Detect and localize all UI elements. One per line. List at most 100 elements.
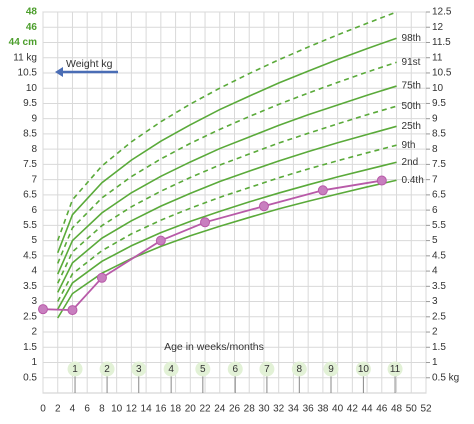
- series-label: 91st: [402, 57, 421, 68]
- y-tick-label: 9: [31, 113, 37, 124]
- y2-tick-label: 5.5: [432, 220, 446, 231]
- grid: [42, 11, 427, 393]
- y-tick-label: 1: [31, 357, 37, 368]
- month-marker: [227, 361, 243, 377]
- y-tick-label: 7: [31, 174, 37, 185]
- data-point: [96, 272, 107, 283]
- y2-tick-label: 3: [432, 296, 438, 307]
- month-marker: [99, 361, 115, 377]
- x-tick-label: 24: [214, 404, 226, 415]
- month-marker: [387, 361, 403, 377]
- y-tick-label: 2: [31, 327, 37, 338]
- y2-tick-label: 1.5: [432, 342, 446, 353]
- y-tick-label: 6.5: [23, 190, 37, 201]
- y-tick-label: 44 cm: [9, 37, 37, 48]
- y2-tick-label: 0.5 kg: [432, 372, 459, 383]
- y2-tick-label: 12.5: [432, 7, 452, 18]
- y2-tick-label: 11: [432, 52, 443, 63]
- y-tick-label: 5: [31, 235, 37, 246]
- month-label: 4: [168, 364, 174, 375]
- x-tick-label: 18: [170, 404, 182, 415]
- x-tick-label: 12: [126, 404, 138, 415]
- y2-tick-label: 4: [432, 266, 438, 277]
- y2-tick-label: 4.5: [432, 250, 446, 261]
- month-marker: [195, 361, 211, 377]
- month-label: 11: [390, 364, 401, 375]
- x-tick-label: 30: [258, 404, 270, 415]
- x-tick-label: 42: [347, 404, 359, 415]
- series-label: 0.4th: [402, 175, 424, 186]
- month-label: 5: [200, 364, 206, 375]
- y2-tick-label: 7: [432, 174, 438, 185]
- data-point: [258, 201, 269, 212]
- y-tick-label: 6: [31, 205, 37, 216]
- month-marker: [67, 361, 83, 377]
- x-tick-label: 46: [376, 404, 388, 415]
- y-tick-label: 48: [26, 7, 38, 18]
- y-tick-label: 10.5: [18, 68, 38, 79]
- y-tick-label: 7.5: [23, 159, 37, 170]
- x-tick-label: 50: [406, 404, 418, 415]
- data-point: [67, 305, 78, 316]
- y2-tick-label: 8.5: [432, 129, 446, 140]
- y-tick-label: 0.5: [23, 372, 37, 383]
- x-tick-label: 16: [155, 404, 167, 415]
- y-tick-label: 9.5: [23, 98, 37, 109]
- x-tick-label: 26: [229, 404, 241, 415]
- series-label: 2nd: [402, 157, 419, 168]
- x-tick-label: 44: [362, 404, 374, 415]
- month-label: 8: [297, 364, 303, 375]
- y-tick-label: 8: [31, 144, 37, 155]
- series-label: 75th: [402, 81, 421, 92]
- x-tick-label: 48: [391, 404, 403, 415]
- x-tick-label: 34: [288, 404, 300, 415]
- month-label: 7: [264, 364, 270, 375]
- x-tick-label: 4: [70, 404, 76, 415]
- x-tick-label: 38: [317, 404, 329, 415]
- x-axis-label: Age in weeks/months: [164, 341, 264, 353]
- data-point: [376, 175, 387, 186]
- x-tick-label: 28: [244, 404, 256, 415]
- month-marker: [291, 361, 307, 377]
- y-tick-label: 4: [31, 266, 37, 277]
- series-line: [42, 179, 382, 312]
- series-line: [57, 125, 397, 293]
- series-label: 50th: [402, 101, 421, 112]
- y-tick-label: 11 kg: [13, 52, 37, 63]
- x-tick-label: 36: [303, 404, 315, 415]
- y2-tick-label: 2: [432, 327, 438, 338]
- series-line: [56, 37, 397, 254]
- x-tick-label: 40: [332, 404, 344, 415]
- series-line: [56, 11, 397, 241]
- data-point: [200, 217, 211, 228]
- y2-tick-label: 10.5: [432, 68, 452, 79]
- month-label: 1: [72, 364, 78, 375]
- annotation: Weight kg: [66, 58, 113, 70]
- month-marker: [355, 361, 371, 377]
- month-marker: [163, 361, 179, 377]
- series-label: 98th: [402, 33, 421, 44]
- x-tick-label: 52: [420, 404, 432, 415]
- y-tick-label: 46: [26, 22, 38, 33]
- y-tick-label: 5.5: [23, 220, 37, 231]
- data-point: [155, 235, 166, 246]
- series-line: [57, 105, 397, 284]
- x-tick-label: 32: [273, 404, 285, 415]
- month-marker: [259, 361, 275, 377]
- series-line: [56, 85, 397, 275]
- data-point: [317, 185, 328, 196]
- x-tick-label: 8: [99, 404, 105, 415]
- x-tick-label: 0: [40, 404, 46, 415]
- series-label: 9th: [402, 140, 416, 151]
- arrow-head: [55, 67, 63, 77]
- y-tick-label: 1.5: [23, 342, 37, 353]
- y2-tick-label: 8: [432, 144, 438, 155]
- month-label: 10: [358, 364, 370, 375]
- x-tick-label: 6: [84, 404, 90, 415]
- y-tick-label: 8.5: [23, 129, 37, 140]
- series-label: 25th: [402, 121, 421, 132]
- y2-tick-label: 5: [432, 235, 438, 246]
- x-tick-label: 20: [185, 404, 197, 415]
- month-label: 2: [104, 364, 110, 375]
